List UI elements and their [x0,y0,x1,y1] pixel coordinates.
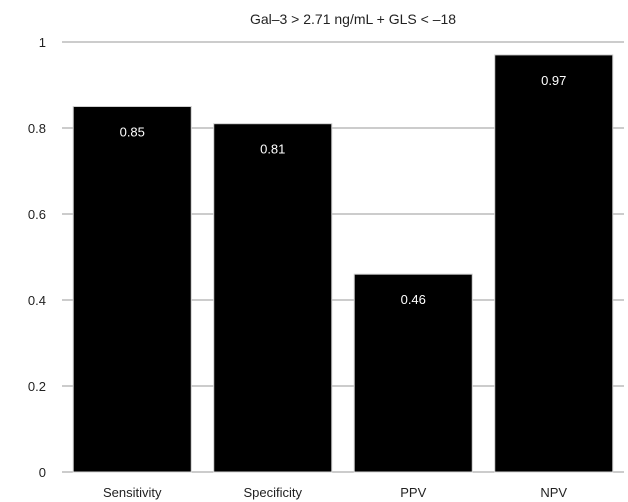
bar-npv [494,54,614,473]
y-tick-label: 0.4 [28,293,46,308]
bar-specificity [213,123,333,473]
y-tick-label: 0.6 [28,207,46,222]
x-tick-label: Specificity [243,485,302,500]
bars: 0.85 0.81 0.46 0.97 [72,54,614,473]
y-tick-label: 1 [39,35,46,50]
data-label: 0.97 [541,73,566,88]
x-tick-label: NPV [540,485,567,500]
y-tick-label: 0 [39,465,46,480]
y-tick-label: 0.8 [28,121,46,136]
x-tick-label: PPV [400,485,426,500]
bar-ppv [353,273,473,473]
x-tick-label: Sensitivity [103,485,162,500]
x-axis-labels: Sensitivity Specificity PPV NPV [103,485,567,500]
data-label: 0.81 [260,142,285,157]
y-axis-ticks: 0 0.2 0.4 0.6 0.8 1 [28,35,46,480]
y-tick-label: 0.2 [28,379,46,394]
data-label: 0.46 [401,292,426,307]
bar-sensitivity [72,106,192,473]
chart-title: Gal–3 > 2.71 ng/mL + GLS < –18 [250,11,456,27]
data-label: 0.85 [120,125,145,140]
